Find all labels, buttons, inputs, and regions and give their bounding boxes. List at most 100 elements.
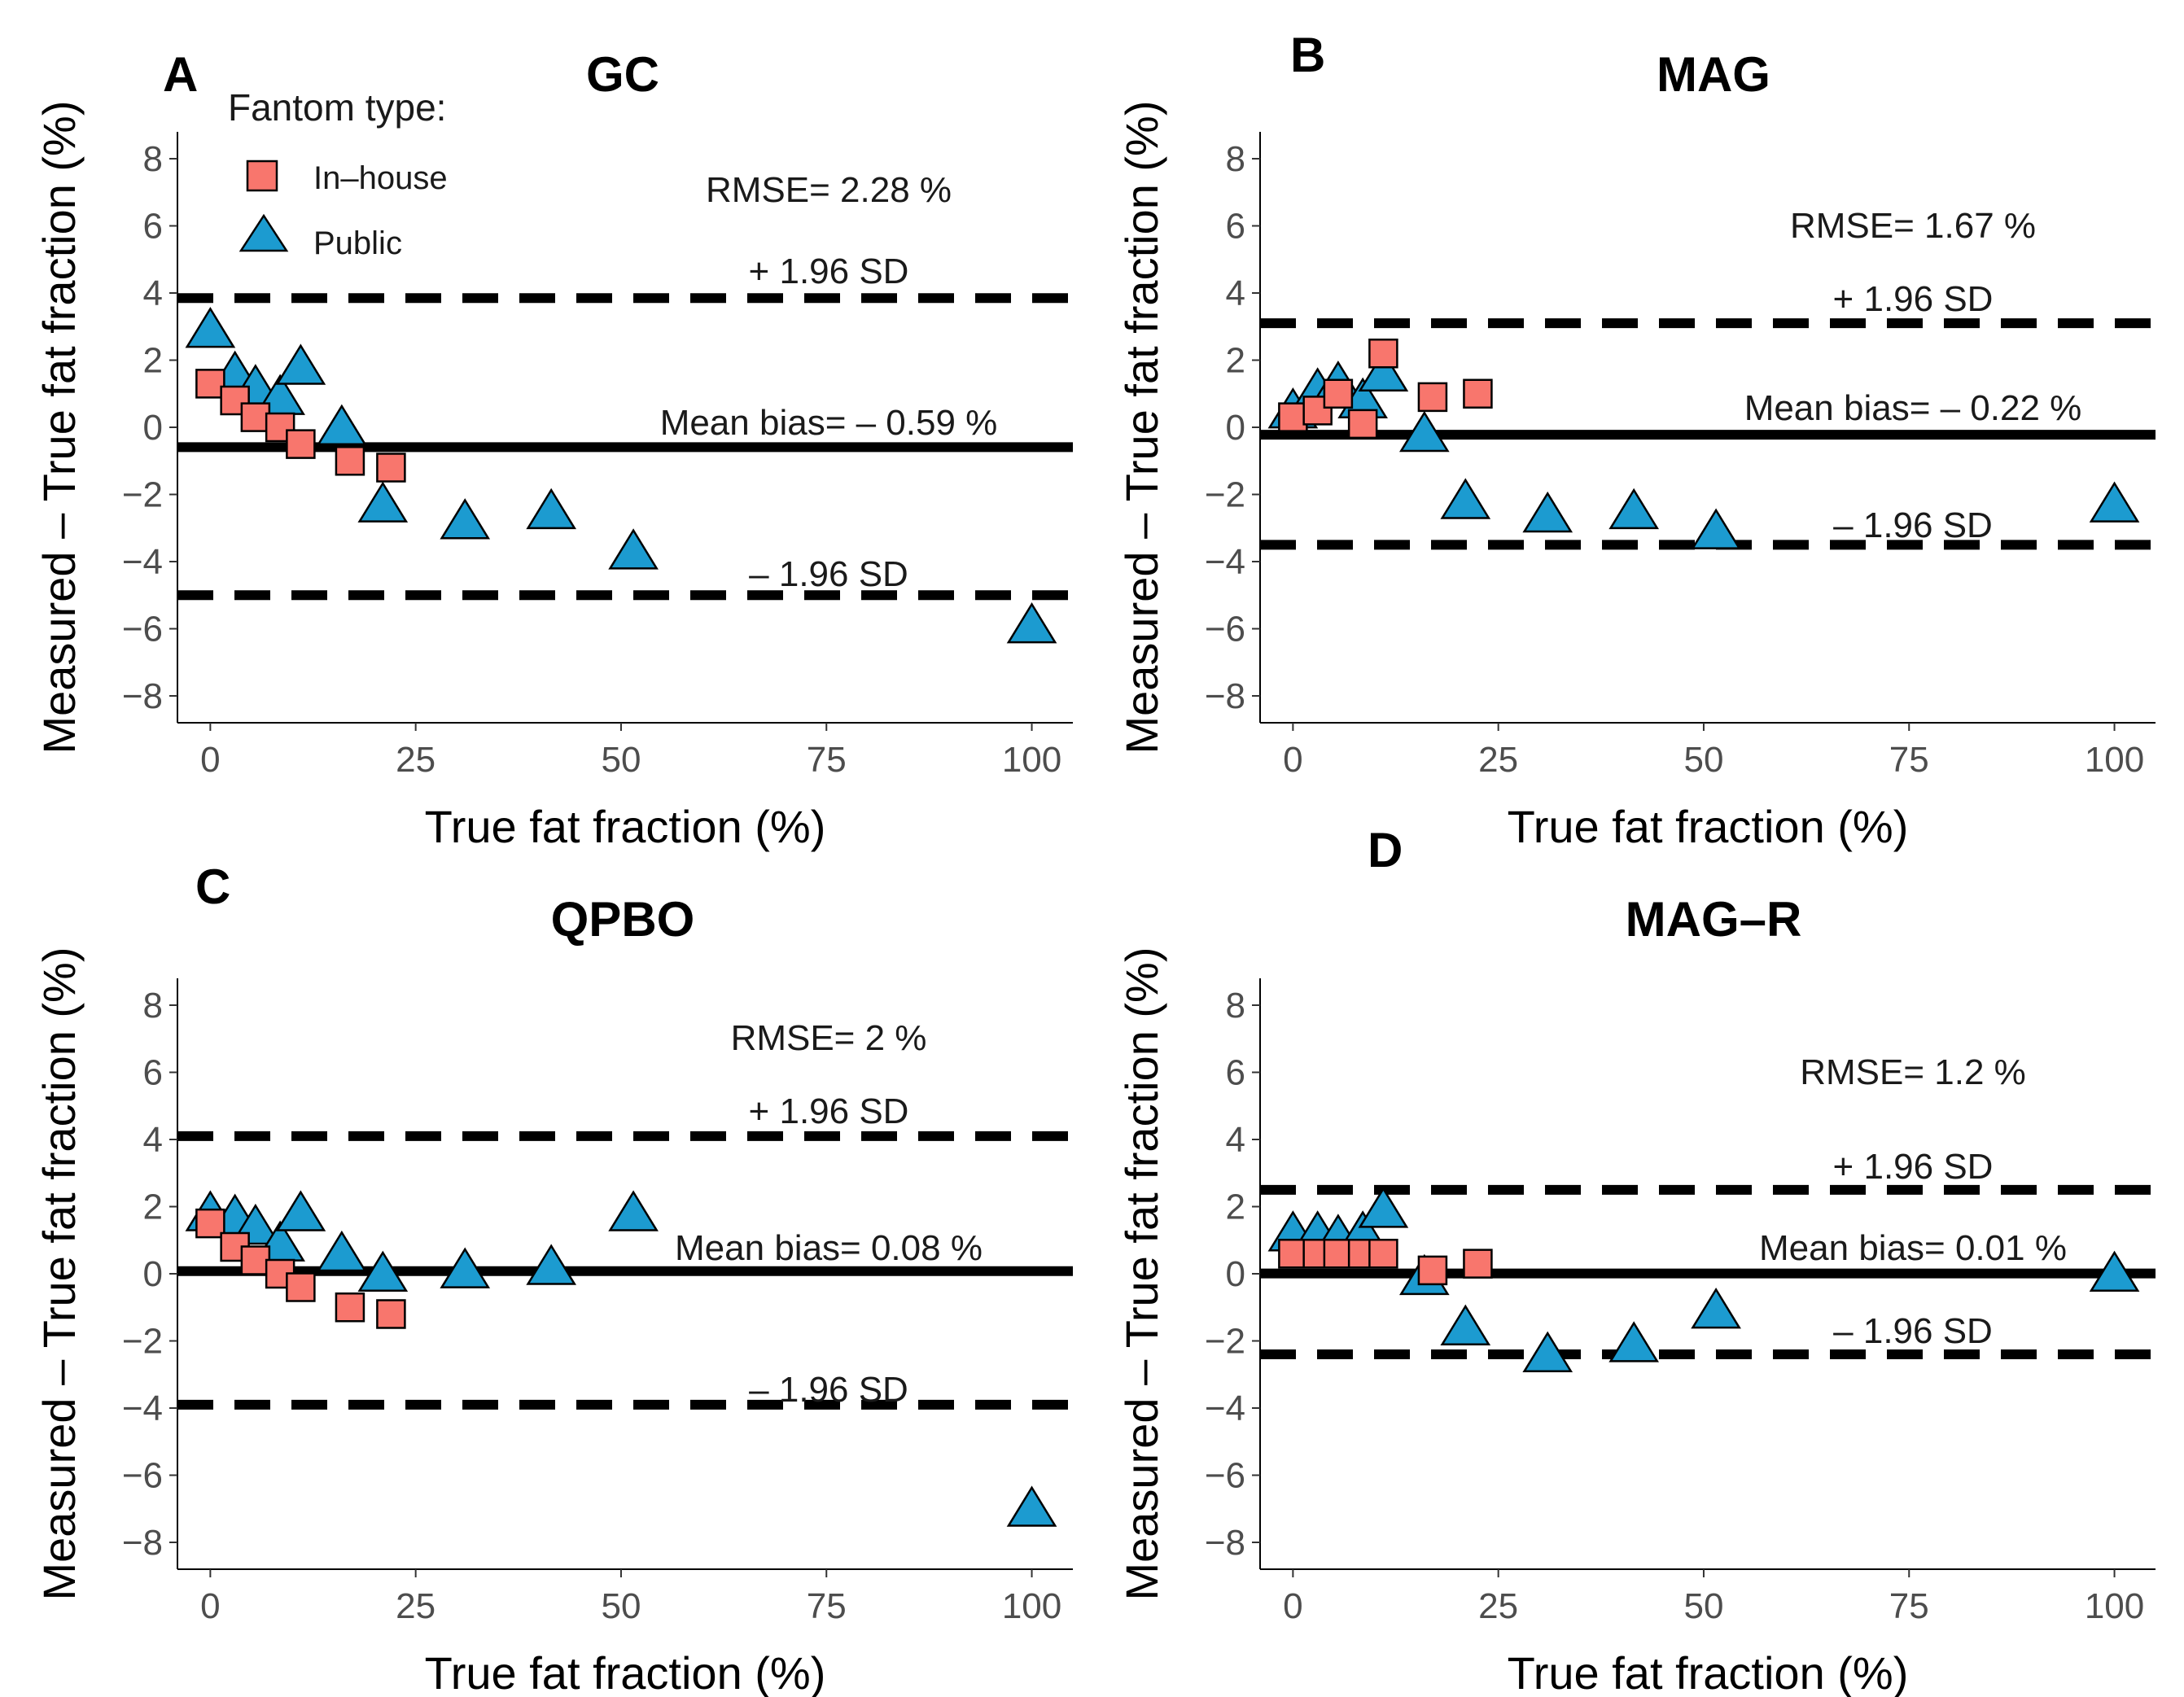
in-house-point [1463, 378, 1493, 409]
in-house-point [1368, 1239, 1398, 1269]
y-tick-label: −6 [122, 610, 163, 649]
y-tick-label: −8 [1205, 1523, 1245, 1563]
in-house-point [1278, 1239, 1308, 1269]
panel-letter: C [195, 859, 230, 914]
x-tick-label: 0 [200, 740, 220, 780]
x-tick-label: 0 [1283, 1586, 1302, 1626]
lower-loa-label: – 1.96 SD [1833, 1311, 1993, 1351]
panel-c: C QPBO 8 6 4 2 0 −2 −4 −6 −8 0 25 50 75 100 True fat fra… [33, 859, 1073, 1697]
y-tick-label: −4 [1205, 542, 1245, 582]
y-tick-label: 0 [143, 408, 163, 448]
public-point [275, 343, 326, 385]
in-house-point [240, 402, 271, 432]
y-axis-title: Measured – True fat fraction (%) [33, 947, 85, 1600]
x-axis-title: True fat fraction (%) [425, 1647, 826, 1697]
x-tick-label: 50 [601, 1586, 641, 1626]
y-tick-label: 6 [143, 1053, 163, 1093]
x-tick-label: 25 [396, 740, 435, 780]
upper-loa-label: + 1.96 SD [749, 1091, 909, 1131]
in-house-point [1417, 1255, 1448, 1286]
public-point [275, 1190, 326, 1231]
x-tick-label: 50 [1683, 1586, 1723, 1626]
x-tick-label: 25 [396, 1586, 435, 1626]
in-house-point [240, 1245, 271, 1275]
in-house-point [1323, 378, 1354, 409]
x-tick-label: 25 [1478, 740, 1518, 780]
upper-loa-label: + 1.96 SD [749, 251, 909, 291]
public-point [440, 498, 491, 540]
legend-square-marker [246, 160, 278, 192]
panel-title: MAG [1657, 47, 1770, 102]
in-house-point [195, 369, 225, 399]
in-house-point [286, 1272, 316, 1302]
y-tick-label: −4 [1205, 1389, 1245, 1428]
in-house-point [1278, 402, 1308, 432]
panel-title: QPBO [551, 892, 695, 947]
x-tick-label: 50 [601, 740, 641, 780]
x-tick-label: 100 [2085, 1586, 2144, 1626]
x-tick-label: 75 [1889, 740, 1929, 780]
x-tick-label: 0 [200, 1586, 220, 1626]
y-axis-title: Measured – True fat fraction (%) [33, 100, 85, 754]
public-point [317, 1230, 367, 1272]
y-tick-label: −6 [122, 1456, 163, 1496]
x-tick-label: 100 [1002, 1586, 1061, 1626]
y-tick-label: 8 [143, 986, 163, 1026]
x-tick-label: 75 [1889, 1586, 1929, 1626]
y-tick-label: 0 [1226, 1254, 1245, 1294]
public-point [1358, 1187, 1409, 1228]
y-tick-label: −8 [122, 676, 163, 716]
y-tick-label: 0 [143, 1254, 163, 1294]
public-point [357, 1250, 409, 1292]
y-tick-label: −4 [122, 1389, 163, 1428]
y-tick-label: −2 [122, 475, 163, 515]
x-axis-title: True fat fraction (%) [425, 801, 826, 852]
y-tick-label: −2 [1205, 1322, 1245, 1362]
y-tick-label: −6 [1205, 610, 1245, 649]
in-house-point [1417, 382, 1448, 413]
x-tick-label: 0 [1283, 740, 1302, 780]
panel-b: B MAG 8 6 4 2 0 −2 −4 −6 −8 0 25 50 75 100 True fat frac… [1116, 28, 2156, 852]
y-tick-label: 4 [143, 1120, 163, 1160]
y-tick-label: −4 [122, 542, 163, 582]
y-tick-label: −6 [1205, 1456, 1245, 1496]
y-tick-label: 2 [143, 1187, 163, 1227]
mean-bias-label: Mean bias= 0.01 % [1759, 1228, 2067, 1268]
y-tick-label: 2 [143, 341, 163, 381]
x-tick-label: 50 [1683, 740, 1723, 780]
public-point [1006, 601, 1057, 644]
y-tick-label: 8 [143, 139, 163, 179]
legend-title: Fantom type: [228, 86, 446, 129]
public-point [2089, 1250, 2140, 1292]
y-tick-label: −2 [122, 1322, 163, 1362]
y-tick-label: 2 [1226, 341, 1245, 381]
public-point [440, 1247, 491, 1288]
upper-loa-label: + 1.96 SD [1833, 1147, 1994, 1187]
y-tick-label: −8 [122, 1523, 163, 1563]
y-tick-label: 2 [1226, 1187, 1245, 1227]
public-point [185, 306, 236, 348]
public-point [1608, 1321, 1660, 1362]
public-point [317, 404, 367, 446]
x-tick-label: 25 [1478, 1586, 1518, 1626]
upper-loa-label: + 1.96 SD [1833, 279, 1994, 319]
mean-bias-label: Mean bias= 0.08 % [675, 1228, 983, 1268]
rmse-label: RMSE= 1.67 % [1790, 206, 2036, 246]
in-house-point [335, 1292, 365, 1323]
y-tick-label: 8 [1226, 986, 1245, 1026]
y-tick-label: 0 [1226, 408, 1245, 448]
mean-bias-label: Mean bias= – 0.22 % [1744, 388, 2082, 428]
y-tick-label: 6 [1226, 1053, 1245, 1093]
public-point [1691, 1287, 1741, 1329]
rmse-label: RMSE= 2 % [731, 1018, 927, 1058]
in-house-point [286, 429, 316, 459]
panel-title: GC [586, 47, 659, 102]
public-point [526, 1244, 577, 1285]
legend-label-in-house: In–house [313, 160, 448, 196]
mean-bias-label: Mean bias= – 0.59 % [660, 403, 998, 443]
in-house-point [376, 1299, 406, 1329]
legend-triangle-marker [239, 213, 289, 252]
in-house-point [376, 453, 406, 483]
public-point [1440, 478, 1491, 519]
y-tick-label: 4 [143, 273, 163, 313]
